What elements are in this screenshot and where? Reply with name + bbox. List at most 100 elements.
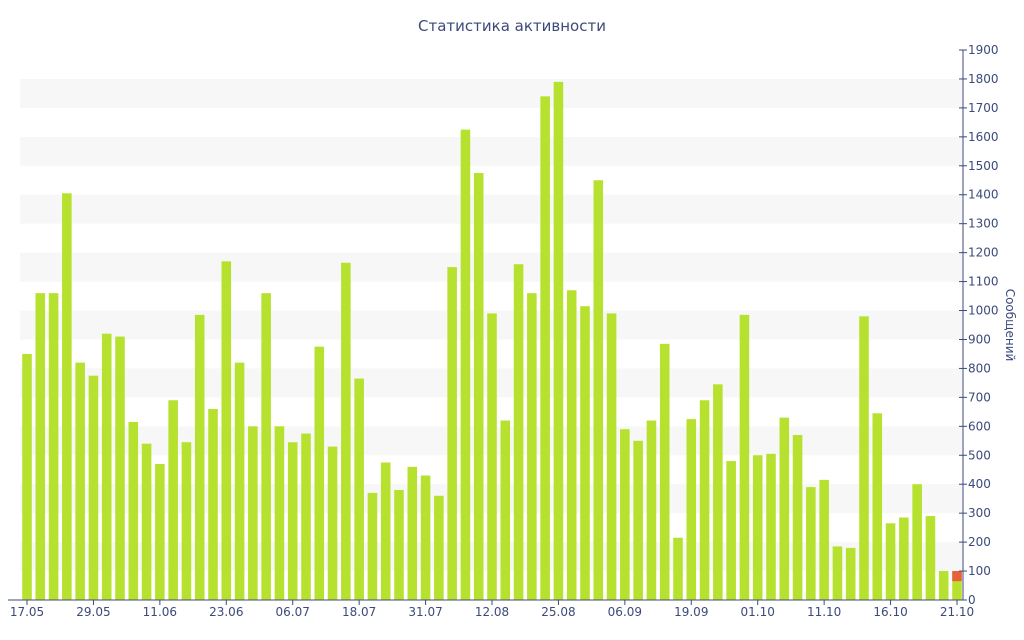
bar[interactable] [155,463,165,600]
x-tick-label: 11.10 [807,605,841,619]
bar[interactable] [48,293,59,600]
x-tick-label: 12.08 [475,605,509,619]
bar[interactable] [593,180,604,600]
x-tick-label: 25.08 [541,605,575,619]
y-tick-label: 1100 [968,275,999,289]
y-tick-label: 700 [968,390,991,404]
bar[interactable] [527,293,537,600]
bar[interactable] [845,547,856,600]
x-tick-label: 01.10 [741,605,775,619]
bar[interactable] [434,495,444,600]
y-tick-label: 0 [968,593,976,607]
bar[interactable] [75,362,85,600]
y-tick-label: 800 [968,361,991,375]
bar[interactable] [872,413,883,600]
y-tick-label: 300 [968,506,991,520]
bar[interactable] [274,426,285,600]
bar[interactable] [646,420,657,600]
bar[interactable] [699,400,710,600]
bar[interactable] [819,479,829,600]
bar[interactable] [380,462,391,601]
grid-band [20,136,962,166]
bar[interactable] [248,426,258,600]
y-tick-label: 1500 [968,159,999,173]
bar[interactable] [580,306,590,600]
bar[interactable] [473,173,484,600]
x-tick-label: 17.05 [10,605,44,619]
bar[interactable] [540,96,550,600]
bar[interactable] [35,293,46,600]
bar[interactable] [181,442,192,600]
bar[interactable] [407,466,418,600]
bar[interactable] [792,435,803,600]
bar[interactable] [806,487,816,600]
bar[interactable] [394,490,404,600]
bar[interactable] [194,314,205,600]
bar[interactable] [952,571,962,600]
bar[interactable] [62,193,72,601]
bar[interactable] [367,492,378,600]
x-axis: 17.05 29.05 11.06 23.06 06.07 18.07 31.07 12.08… [8,599,974,619]
bar[interactable] [925,516,936,600]
bar[interactable] [938,571,949,600]
y-tick-label: 1700 [968,101,999,115]
x-tick-label: 31.07 [408,605,442,619]
bar[interactable] [686,419,697,600]
bar[interactable] [447,267,457,600]
bar[interactable] [115,336,125,600]
bar[interactable] [752,455,763,600]
grid-band [20,78,962,108]
bar[interactable] [659,343,670,600]
bar-highlight [952,571,962,582]
bar[interactable] [899,517,909,601]
bar[interactable] [633,440,643,600]
y-tick-label: 400 [968,477,991,491]
bar[interactable] [341,262,351,600]
y-tick-label: 100 [968,564,991,578]
bar[interactable] [912,484,922,600]
x-tick-label: 11.06 [143,605,177,619]
bar[interactable] [766,453,776,600]
bar[interactable] [208,408,218,600]
bar[interactable] [301,433,311,600]
bar[interactable] [566,290,577,600]
bar[interactable] [487,313,497,600]
bar[interactable] [22,353,32,600]
bar[interactable] [327,446,338,600]
y-tick-label: 200 [968,535,991,549]
bar[interactable] [832,546,843,600]
bar[interactable] [460,129,471,601]
bar[interactable] [513,264,524,600]
y-axis: 0 100 200 300 400 500 600 700 800 900 1000 1100 1200… [959,43,999,607]
bar[interactable] [287,442,298,600]
chart-title: Статистика активности [418,17,606,35]
y-tick-label: 1400 [968,188,999,202]
grid-band [20,194,962,224]
bar[interactable] [234,362,245,600]
bar[interactable] [168,400,178,600]
bar[interactable] [673,537,683,600]
bar[interactable] [500,420,511,600]
bar[interactable] [141,443,152,600]
y-tick-label: 1900 [968,43,999,57]
bar[interactable] [606,313,617,600]
bar[interactable] [221,261,232,600]
x-tick-label: 29.05 [76,605,110,619]
y-tick-label: 1000 [968,304,999,318]
bar[interactable] [314,346,325,600]
bar[interactable] [261,293,271,600]
bar[interactable] [779,417,790,600]
bar[interactable] [88,375,99,600]
bar[interactable] [713,384,723,600]
bar[interactable] [620,429,630,600]
bar[interactable] [420,475,431,600]
bar[interactable] [739,314,750,600]
bar[interactable] [885,523,896,600]
bar[interactable] [101,333,112,600]
bar[interactable] [128,421,139,600]
bar[interactable] [553,81,564,601]
bar[interactable] [859,316,869,600]
bar[interactable] [354,378,364,600]
bar[interactable] [726,461,736,600]
